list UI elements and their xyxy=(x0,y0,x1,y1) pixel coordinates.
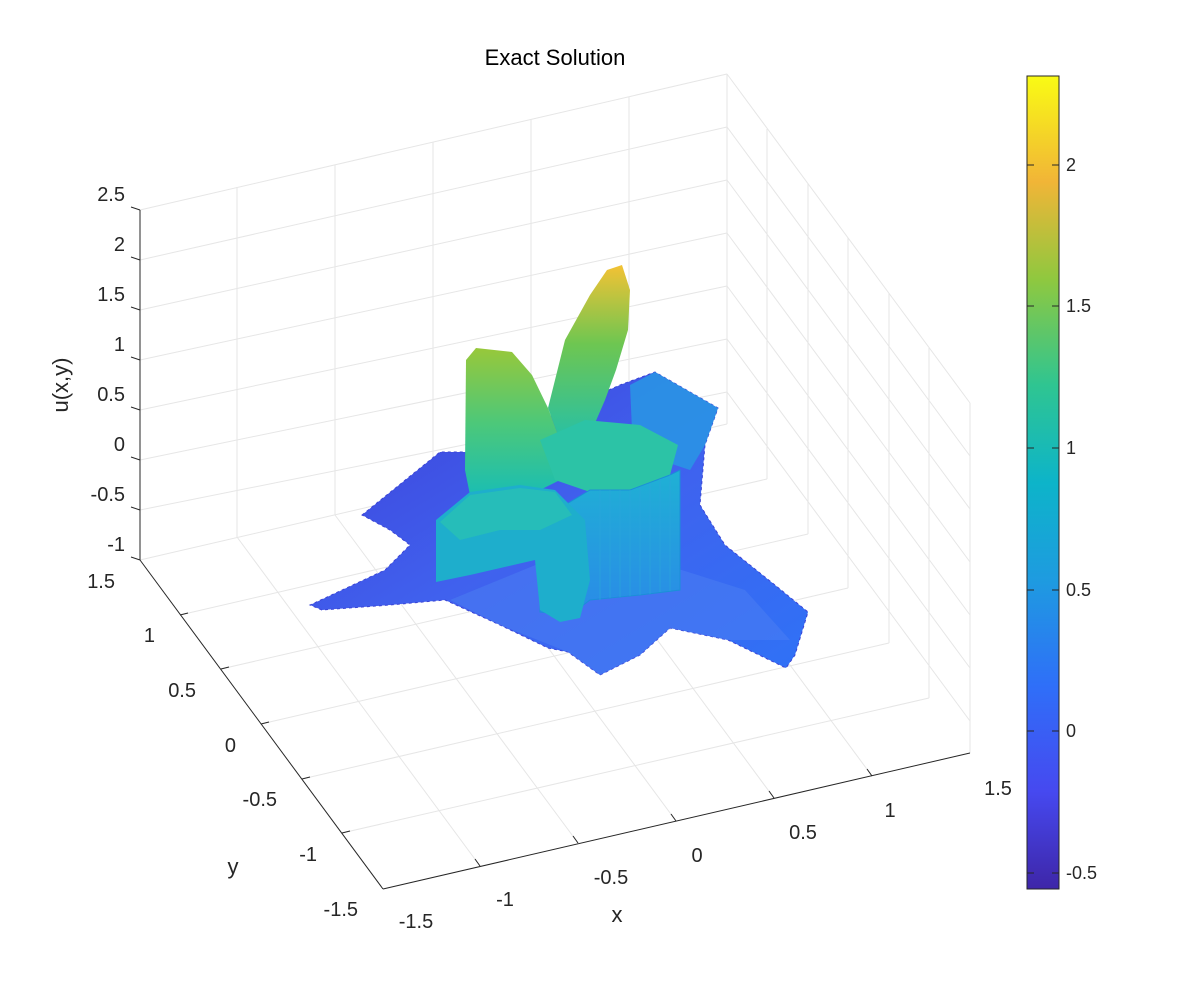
colorbar-gradient xyxy=(1026,75,1060,890)
z-tick-label: 0.5 xyxy=(97,384,125,406)
colorbar-tick-label: 1.5 xyxy=(1066,296,1091,316)
y-tick-label: 1 xyxy=(144,625,155,647)
y-tick-label: 0 xyxy=(225,735,236,757)
x-tick-label: -0.5 xyxy=(594,867,628,889)
grid-back-right-wall xyxy=(726,73,971,753)
z-tick-labels: 2.5 2 1.5 1 0.5 0 -0.5 -1 xyxy=(91,184,125,556)
y-tick-label: -1.5 xyxy=(324,899,358,921)
x-tick-labels: -1.5 -1 -0.5 0 0.5 1 1.5 xyxy=(399,778,1012,933)
surface-peak-petal xyxy=(548,265,630,440)
y-tick-labels: 1.5 1 0.5 0 -0.5 -1 -1.5 xyxy=(87,571,358,921)
y-tick-label: 0.5 xyxy=(168,680,196,702)
y-tick-label: -0.5 xyxy=(243,789,277,811)
y-tick-label: 1.5 xyxy=(87,571,115,593)
x-axis-label: x xyxy=(612,902,623,927)
x-tick-label: 1.5 xyxy=(984,778,1012,800)
grid-back-left-wall xyxy=(139,73,728,537)
colorbar-ticks xyxy=(1027,164,1059,874)
chart-title: Exact Solution xyxy=(485,45,626,70)
colorbar-tick-label: -0.5 xyxy=(1066,863,1097,883)
z-tick-label: -0.5 xyxy=(91,484,125,506)
z-tick-label: 1.5 xyxy=(97,284,125,306)
surface-front-disc-top xyxy=(440,488,572,540)
colorbar-tick-label: 0 xyxy=(1066,721,1076,741)
surface-left-petal xyxy=(465,348,560,500)
surface-center-disc xyxy=(540,420,678,492)
y-tick-label: -1 xyxy=(299,844,317,866)
colorbar-tick-label: 1 xyxy=(1066,438,1076,458)
x-tick-label: -1 xyxy=(496,889,514,911)
x-tick-label: 0.5 xyxy=(789,822,817,844)
y-axis-label: y xyxy=(228,854,239,879)
colorbar-tick-label: 2 xyxy=(1066,155,1076,175)
surface-base-shade xyxy=(450,555,790,675)
z-tick-label: 2.5 xyxy=(97,184,125,206)
z-tick-label: 1 xyxy=(114,334,125,356)
colorbar-tick-label: 0.5 xyxy=(1066,580,1091,600)
z-tick-label: 0 xyxy=(114,434,125,456)
surface-plot xyxy=(308,265,809,676)
y-axis-line xyxy=(139,559,384,890)
x-tick-label: -1.5 xyxy=(399,911,433,933)
z-axis-label: u(x,y) xyxy=(48,358,73,413)
x-tick-label: 1 xyxy=(884,800,895,822)
x-tick-label: 0 xyxy=(691,845,702,867)
z-tick-label: 2 xyxy=(114,234,125,256)
x-axis-line xyxy=(382,752,971,890)
tick-marks xyxy=(130,206,873,867)
z-tick-label: -1 xyxy=(107,534,125,556)
colorbar: -0.5 0 0.5 1 1.5 2 xyxy=(1026,75,1097,890)
